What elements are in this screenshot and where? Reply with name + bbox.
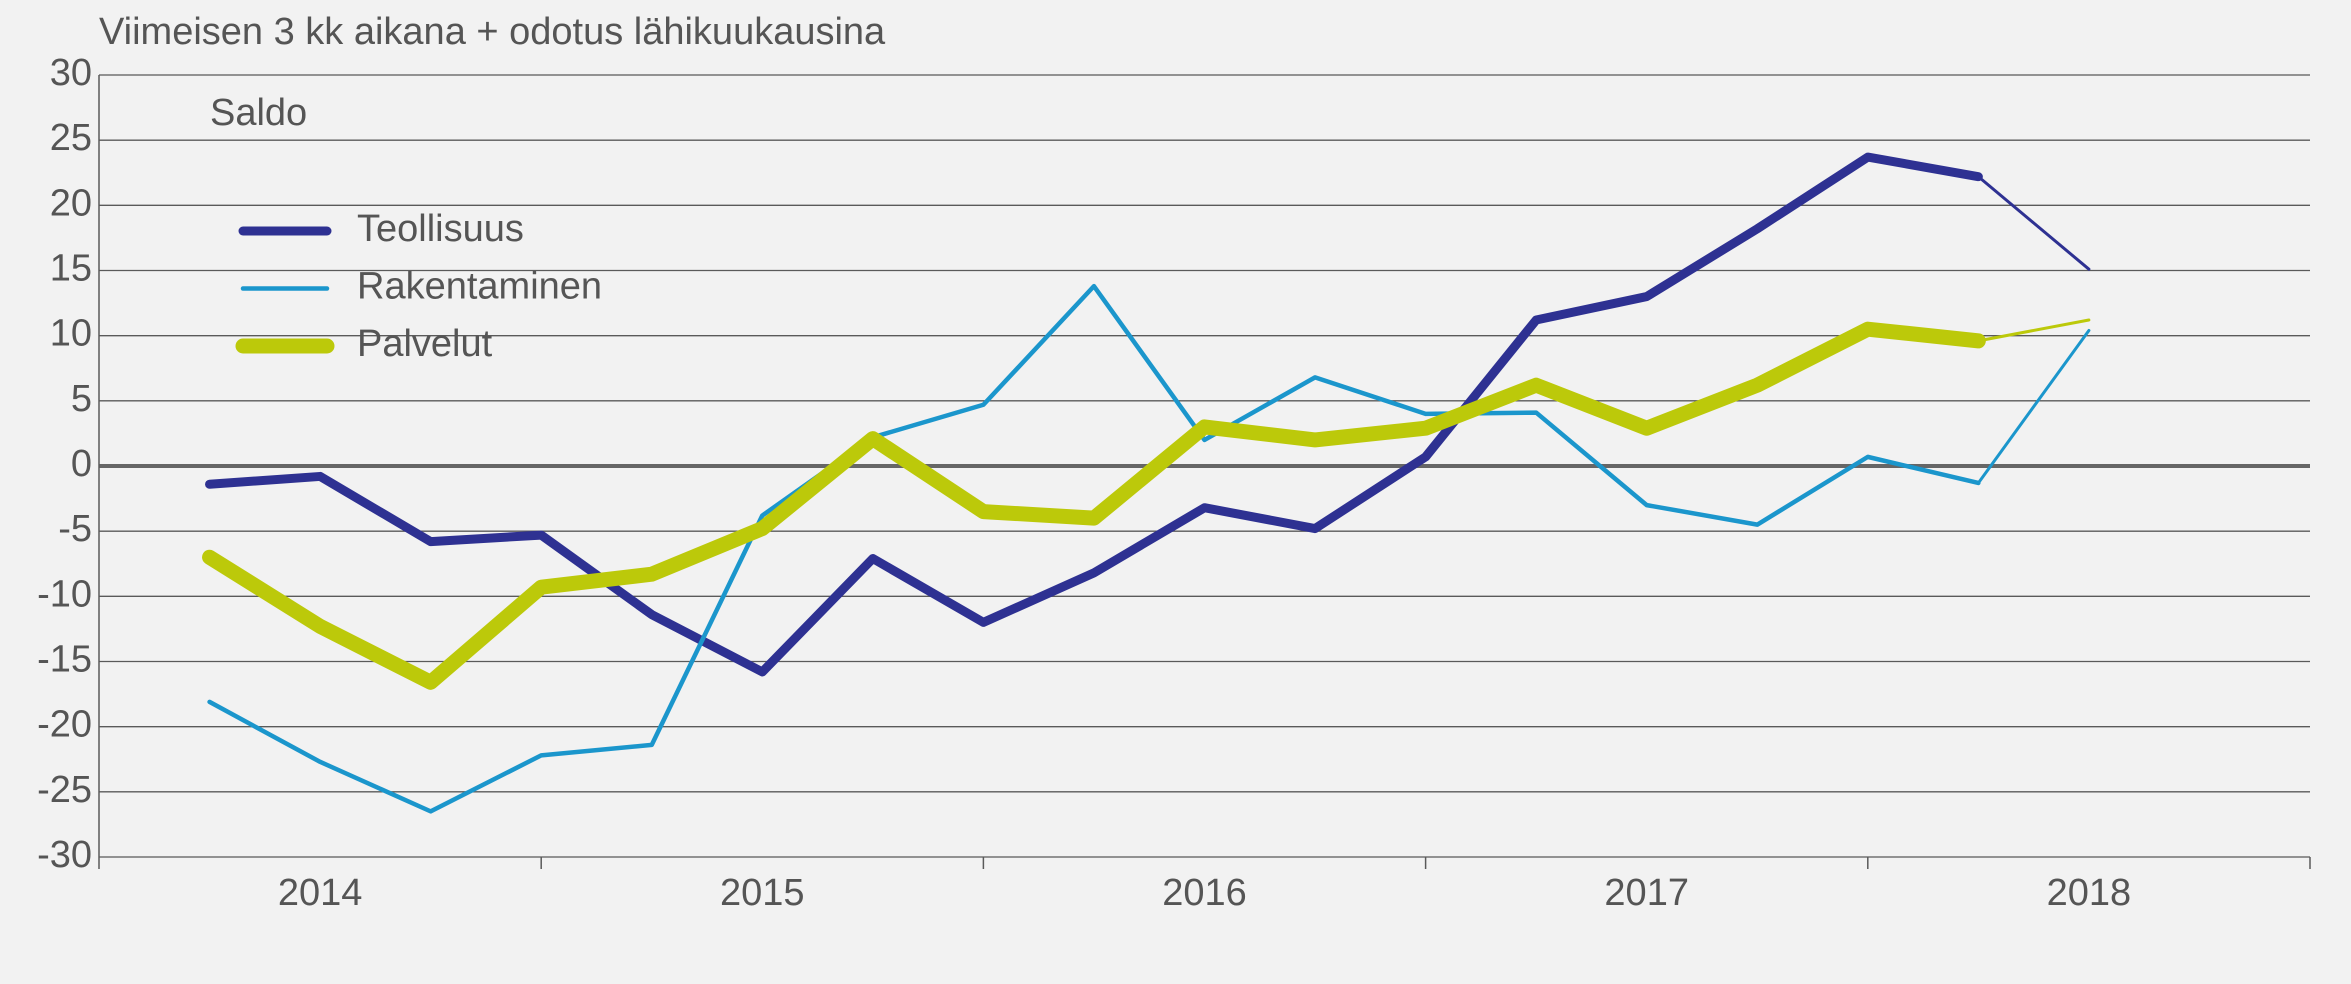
chart-title: Viimeisen 3 kk aikana + odotus lähikuuka… bbox=[99, 11, 886, 53]
series-line bbox=[205, 152, 1983, 677]
y-axis-label: Saldo bbox=[210, 92, 307, 134]
legend-label: Rakentaminen bbox=[357, 266, 602, 308]
y-tick-label: -10 bbox=[37, 573, 92, 615]
x-tick-label: 2018 bbox=[2047, 872, 2132, 914]
series-line bbox=[202, 321, 1986, 690]
legend-label: Palvelut bbox=[357, 323, 493, 365]
y-tick-label: 20 bbox=[50, 182, 92, 224]
x-tick-label: 2016 bbox=[1162, 872, 1247, 914]
y-tick-label: -25 bbox=[37, 769, 92, 811]
y-tick-label: 15 bbox=[50, 248, 92, 290]
series-line bbox=[207, 283, 1981, 814]
y-tick-label: -15 bbox=[37, 639, 92, 681]
series-line-forecast bbox=[1976, 318, 2091, 343]
y-tick-label: 10 bbox=[50, 313, 92, 355]
y-tick-label: 0 bbox=[71, 443, 92, 485]
y-tick-label: -5 bbox=[58, 508, 92, 550]
y-tick-label: -30 bbox=[37, 834, 92, 876]
series-line-forecast bbox=[1976, 175, 2091, 271]
series-line-forecast bbox=[1976, 328, 2091, 485]
legend-label: Teollisuus bbox=[357, 208, 524, 250]
y-tick-label: 30 bbox=[50, 52, 92, 94]
y-tick-label: 25 bbox=[50, 117, 92, 159]
x-tick-label: 2017 bbox=[1604, 872, 1689, 914]
x-tick-label: 2014 bbox=[278, 872, 363, 914]
y-tick-label: -20 bbox=[37, 704, 92, 746]
y-tick-label: 5 bbox=[71, 378, 92, 420]
x-tick-label: 2015 bbox=[720, 872, 805, 914]
